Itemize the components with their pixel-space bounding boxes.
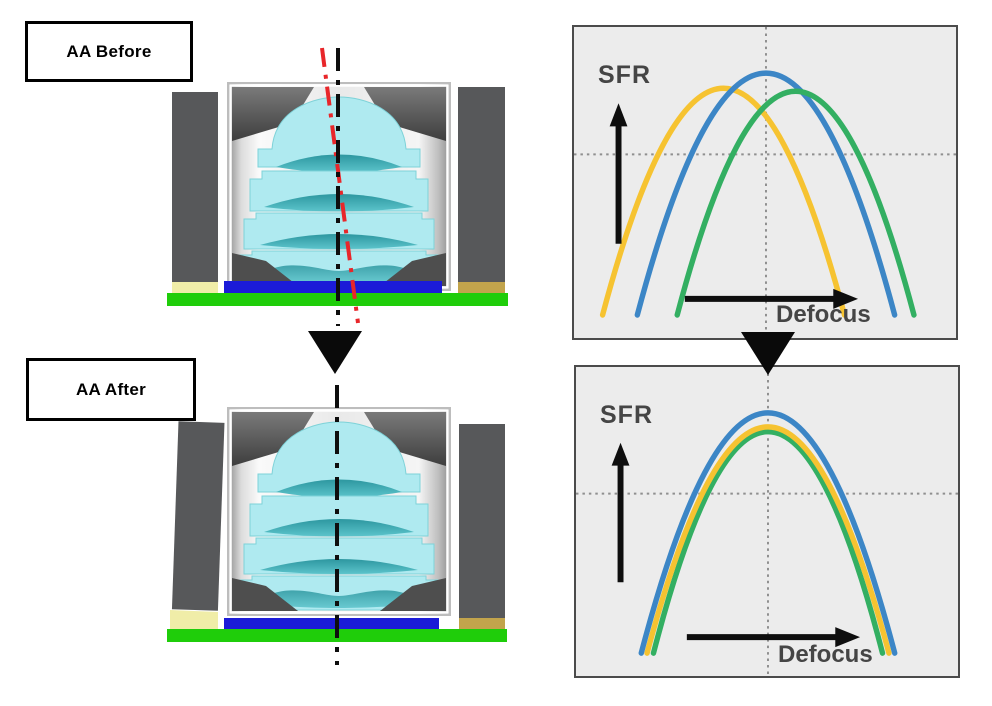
sfr-chart-after: SFR Defocus	[574, 365, 960, 678]
adhesive-wedge-left	[170, 610, 218, 629]
housing-pillar-left	[171, 421, 225, 611]
sfr-curve-field-yellow	[644, 424, 892, 656]
sfr-chart-before: SFR Defocus	[572, 25, 958, 340]
image-sensor	[224, 618, 439, 629]
adhesive-strip-left	[172, 282, 218, 293]
housing-pillar-left-group	[171, 421, 225, 611]
defocus-axis-arrowhead-icon	[835, 627, 861, 648]
transition-arrow-icon	[741, 332, 795, 375]
sfr-curve-center-blue	[638, 410, 898, 656]
adhesive-strip-right	[458, 282, 505, 293]
sfr-curve-center-blue	[634, 70, 898, 318]
adhesive-strip-right	[459, 618, 505, 629]
defocus-axis-label: Defocus	[778, 641, 873, 668]
sfr-axis-label: SFR	[598, 61, 651, 89]
defocus-axis-arrowhead-icon	[833, 288, 859, 309]
sfr-chart-after-plot	[576, 367, 958, 676]
label-aa-after: AA After	[26, 358, 196, 421]
housing-pillar-left	[172, 92, 218, 283]
image-sensor	[224, 281, 442, 293]
housing-pillar-right	[458, 87, 505, 283]
sfr-curve-field-green	[650, 429, 886, 656]
sfr-curve-field-green	[674, 88, 917, 318]
camera-module-after	[167, 385, 507, 665]
sfr-axis-arrowhead-icon	[609, 103, 628, 127]
tilted-optical-axis-line	[320, 47, 360, 324]
label-aa-before: AA Before	[25, 21, 193, 82]
sfr-curve-field-yellow	[599, 85, 848, 318]
curve-group	[638, 410, 898, 656]
sfr-axis-label: SFR	[600, 401, 653, 429]
transition-arrow-icon	[308, 331, 362, 374]
label-aa-before-text: AA Before	[66, 41, 152, 61]
label-aa-after-text: AA After	[75, 379, 147, 399]
sfr-axis-arrowhead-icon	[611, 442, 630, 466]
camera-module-before	[167, 47, 508, 326]
defocus-axis-label: Defocus	[776, 301, 871, 328]
sfr-chart-before-plot	[574, 27, 956, 338]
curve-group	[599, 70, 917, 318]
housing-pillar-right	[459, 424, 505, 618]
